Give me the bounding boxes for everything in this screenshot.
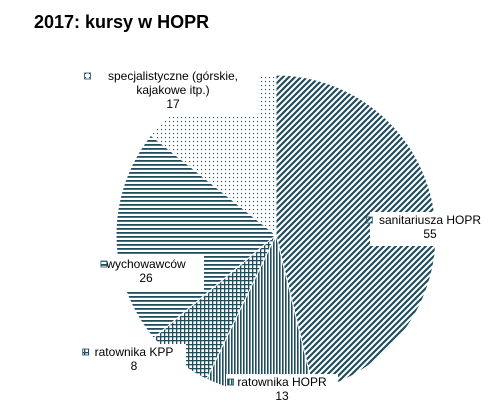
legend-key-0 <box>365 216 373 224</box>
slice-label-name-4: specjalistyczne (górskie, <box>108 69 238 83</box>
slice-label-bg <box>82 344 186 378</box>
slice-label-bg <box>88 256 204 290</box>
legend-key-3 <box>100 260 108 268</box>
slice-label-name-3: wychowawców <box>105 257 186 271</box>
slice-label-name-0: sanitariusza HOPR <box>379 213 481 227</box>
legend-key-1 <box>227 378 235 386</box>
slice-label-value-3: 26 <box>139 271 153 285</box>
slice-label-value-1: 13 <box>275 389 289 403</box>
slice-label-name-2: ratownika KPP <box>95 345 174 359</box>
chart-title: 2017: kursy w HOPR <box>34 12 210 32</box>
slice-label-name-4: kajakowe itp.) <box>136 83 209 97</box>
legend-key-2 <box>82 348 90 356</box>
legend-key-4 <box>84 72 91 80</box>
slice-label-value-2: 8 <box>131 359 138 373</box>
slice-label-bg <box>226 374 338 408</box>
slice-label-value-4: 17 <box>166 97 180 111</box>
slice-label-name-1: ratownika HOPR <box>237 375 327 389</box>
slice-label-bg <box>88 68 258 116</box>
slice-label-value-0: 55 <box>423 227 437 241</box>
slice-label-bg <box>370 212 490 246</box>
